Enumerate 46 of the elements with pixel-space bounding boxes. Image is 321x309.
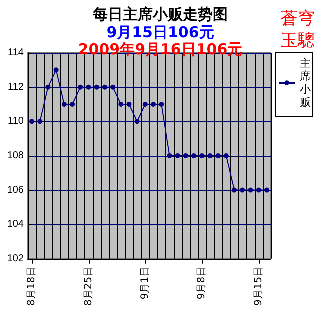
point	[126, 102, 132, 107]
y-tick-label: 106	[7, 184, 24, 196]
point	[159, 102, 164, 107]
point	[54, 68, 59, 73]
point	[200, 153, 205, 158]
point	[94, 84, 100, 90]
point	[46, 84, 51, 90]
point	[240, 188, 246, 193]
y-tick-label: 112	[8, 82, 24, 93]
point	[167, 153, 172, 158]
text: 蒼穹玉驄	[281, 9, 315, 51]
point	[216, 153, 221, 158]
legend-label: 主席小贩	[300, 57, 311, 109]
point	[232, 188, 238, 193]
point	[38, 119, 43, 124]
point	[264, 188, 270, 193]
x-tick-label: 9月8日	[196, 266, 208, 300]
point	[192, 153, 197, 158]
x-tick-label: 9月1日	[140, 266, 151, 300]
y-tick-label: 114	[8, 48, 24, 58]
y-tick-label: 104	[7, 219, 24, 230]
point	[248, 188, 254, 193]
point	[175, 153, 180, 158]
point	[183, 153, 188, 158]
y-tick-label: 102	[7, 253, 24, 264]
point	[86, 84, 92, 90]
y-tick-label: 108	[7, 150, 24, 162]
point	[256, 188, 262, 193]
chart-title: 每日主席小贩走势图	[92, 6, 228, 24]
point	[110, 84, 116, 90]
point	[78, 84, 84, 90]
x-tick-label: 8月18日	[26, 266, 38, 306]
y-tick-label: 110	[8, 116, 24, 128]
point	[70, 102, 76, 107]
point	[102, 84, 108, 90]
point	[30, 119, 35, 124]
point	[118, 102, 124, 107]
point	[142, 102, 148, 107]
point	[151, 102, 156, 107]
point	[208, 153, 213, 158]
point	[224, 153, 229, 158]
point	[62, 102, 67, 107]
chart-subtitle: 9月15日106元	[106, 24, 214, 42]
x-tick-label: 8月25日	[83, 266, 94, 306]
point	[134, 119, 140, 124]
x-tick-label: 9月15日	[253, 266, 264, 306]
